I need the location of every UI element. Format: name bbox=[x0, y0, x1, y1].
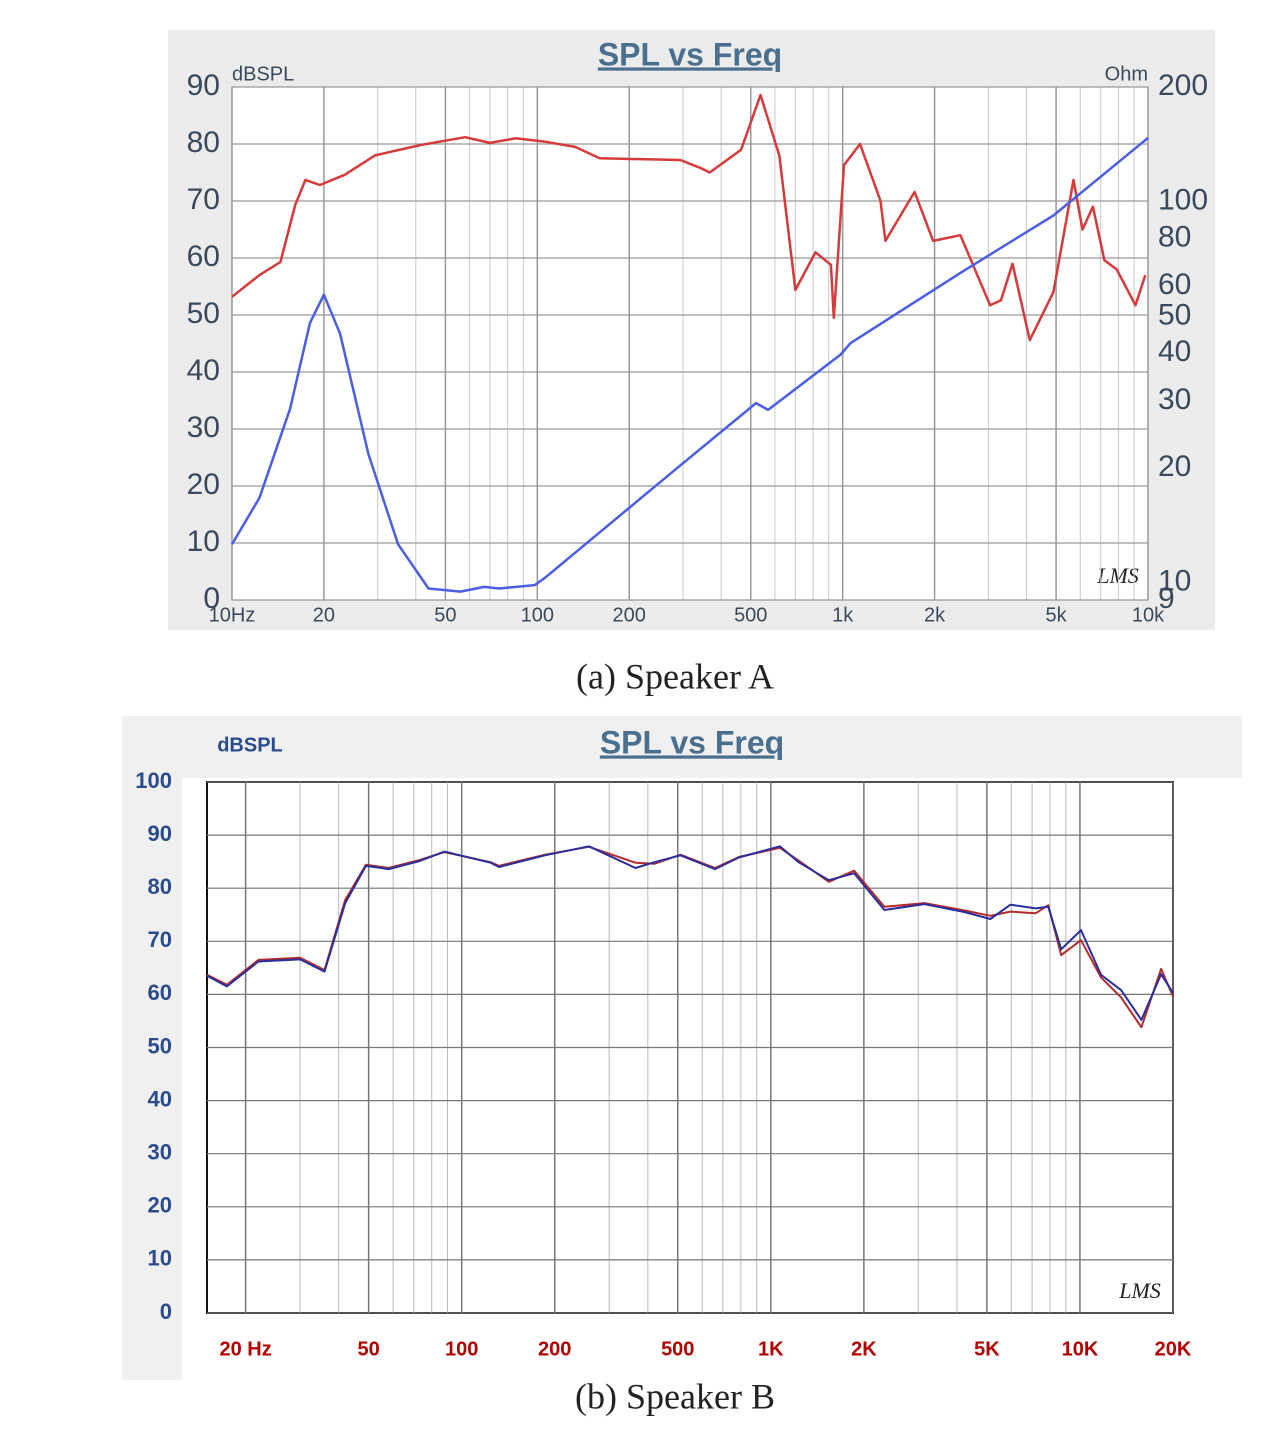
y-tick-label: 10 bbox=[148, 1246, 172, 1271]
y-tick-label: 30 bbox=[148, 1140, 172, 1165]
x-tick-label: 1k bbox=[832, 604, 854, 626]
y2-tick-label: 60 bbox=[1158, 268, 1191, 301]
y-tick-label: 80 bbox=[187, 126, 220, 159]
y2-tick-label: 50 bbox=[1158, 298, 1191, 331]
x-tick-label: 500 bbox=[661, 1338, 694, 1360]
x-tick-label: 10k bbox=[1132, 604, 1165, 626]
plot-area-a bbox=[231, 86, 1149, 601]
x-tick-label: 200 bbox=[613, 604, 646, 626]
y2-tick-label: 200 bbox=[1158, 69, 1208, 102]
y2-tick-label: 80 bbox=[1158, 220, 1191, 253]
series-line bbox=[231, 93, 1147, 342]
caption: (a) Speaker A bbox=[576, 656, 774, 696]
y-tick-label: 30 bbox=[187, 411, 220, 444]
y-tick-label: 40 bbox=[187, 354, 220, 387]
y-tick-label: 100 bbox=[135, 768, 172, 793]
x-tick-label: 100 bbox=[445, 1338, 478, 1360]
x-tick-label: 1K bbox=[758, 1338, 784, 1360]
y2-axis-label: Ohm bbox=[1105, 63, 1148, 85]
x-tick-label: 200 bbox=[538, 1338, 571, 1360]
series-line bbox=[230, 136, 1149, 593]
x-tick-label: 500 bbox=[734, 604, 767, 626]
y-tick-label: 20 bbox=[187, 468, 220, 501]
y-tick-label: 20 bbox=[148, 1193, 172, 1218]
x-tick-label: 5K bbox=[974, 1338, 1000, 1360]
caption: (b) Speaker B bbox=[575, 1376, 775, 1416]
x-tick-label: 20 Hz bbox=[219, 1338, 271, 1360]
y-tick-label: 70 bbox=[187, 183, 220, 216]
y2-tick-label: 40 bbox=[1158, 335, 1191, 368]
watermark: LMS bbox=[1096, 563, 1139, 588]
y2-tick-label: 20 bbox=[1158, 450, 1191, 483]
x-tick-label: 20K bbox=[1155, 1338, 1192, 1360]
y2-tick-label: 100 bbox=[1158, 184, 1208, 217]
x-tick-label: 10K bbox=[1062, 1338, 1099, 1360]
x-tick-label: 2K bbox=[851, 1338, 877, 1360]
x-tick-label: 10Hz bbox=[209, 604, 256, 626]
x-tick-label: 2k bbox=[924, 604, 946, 626]
y-tick-label: 90 bbox=[148, 821, 172, 846]
x-tick-label: 50 bbox=[358, 1338, 380, 1360]
y2-tick-label: 10 bbox=[1158, 564, 1191, 597]
y-tick-label: 0 bbox=[203, 582, 220, 615]
y-tick-label: 40 bbox=[148, 1086, 172, 1111]
y-axis-label: dBSPL bbox=[217, 734, 283, 756]
watermark: LMS bbox=[1118, 1278, 1161, 1303]
series-line bbox=[206, 845, 1174, 1021]
y-tick-label: 10 bbox=[187, 525, 220, 558]
x-tick-label: 100 bbox=[521, 604, 554, 626]
x-tick-label: 50 bbox=[434, 604, 456, 626]
chart-title: SPL vs Freq bbox=[598, 36, 782, 72]
y2-tick-label: 9 bbox=[1158, 582, 1175, 615]
y-tick-label: 50 bbox=[148, 1033, 172, 1058]
x-tick-label: 5k bbox=[1046, 604, 1068, 626]
chart-title: SPL vs Freq bbox=[600, 724, 784, 760]
y-tick-label: 60 bbox=[148, 980, 172, 1005]
y-tick-label: 90 bbox=[187, 69, 220, 102]
y-tick-label: 80 bbox=[148, 874, 172, 899]
y-tick-label: 0 bbox=[160, 1299, 172, 1324]
y-tick-label: 60 bbox=[187, 240, 220, 273]
y-tick-label: 50 bbox=[187, 297, 220, 330]
y-axis-label: dBSPL bbox=[232, 63, 294, 85]
y2-tick-label: 30 bbox=[1158, 383, 1191, 416]
x-tick-label: 20 bbox=[313, 604, 335, 626]
y-tick-label: 70 bbox=[148, 927, 172, 952]
